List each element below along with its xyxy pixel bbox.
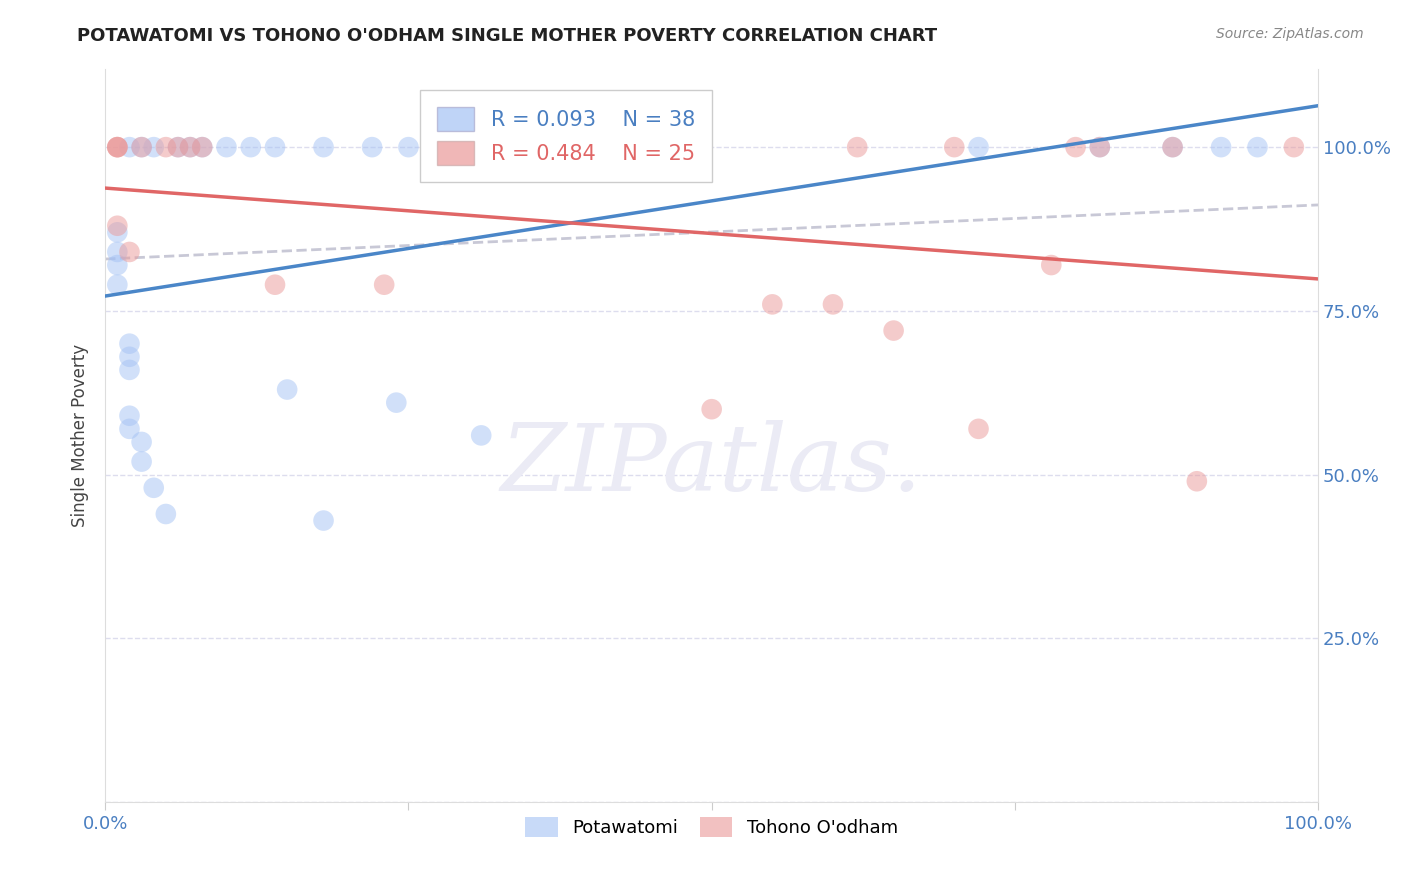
Point <box>179 140 201 154</box>
Point <box>883 324 905 338</box>
Point <box>276 383 298 397</box>
Point <box>1040 258 1063 272</box>
Point <box>167 140 190 154</box>
Point <box>373 277 395 292</box>
Point <box>131 454 153 468</box>
Point <box>105 244 128 259</box>
Point <box>131 434 153 449</box>
Point <box>592 140 614 154</box>
Point <box>105 140 128 154</box>
Point <box>821 297 844 311</box>
Point <box>155 507 177 521</box>
Y-axis label: Single Mother Poverty: Single Mother Poverty <box>72 343 89 527</box>
Point <box>312 514 335 528</box>
Point <box>239 140 262 154</box>
Legend: Potawatomi, Tohono O'odham: Potawatomi, Tohono O'odham <box>519 810 905 845</box>
Point <box>105 140 128 154</box>
Point <box>422 140 444 154</box>
Point <box>105 219 128 233</box>
Point <box>118 140 141 154</box>
Point <box>1088 140 1111 154</box>
Point <box>191 140 214 154</box>
Point <box>470 428 492 442</box>
Point <box>142 140 165 154</box>
Point <box>191 140 214 154</box>
Point <box>118 409 141 423</box>
Text: POTAWATOMI VS TOHONO O'ODHAM SINGLE MOTHER POVERTY CORRELATION CHART: POTAWATOMI VS TOHONO O'ODHAM SINGLE MOTH… <box>77 27 938 45</box>
Point <box>1185 475 1208 489</box>
Point <box>700 402 723 417</box>
Point <box>215 140 238 154</box>
Point <box>118 363 141 377</box>
Point <box>131 140 153 154</box>
Point <box>167 140 190 154</box>
Point <box>1246 140 1268 154</box>
Point <box>385 395 408 409</box>
Point <box>1282 140 1305 154</box>
Point <box>616 140 638 154</box>
Point <box>1064 140 1087 154</box>
Point <box>118 336 141 351</box>
Text: Source: ZipAtlas.com: Source: ZipAtlas.com <box>1216 27 1364 41</box>
Point <box>118 422 141 436</box>
Point <box>967 422 990 436</box>
Point <box>118 244 141 259</box>
Point <box>967 140 990 154</box>
Point <box>264 277 287 292</box>
Text: ZIPatlas.: ZIPatlas. <box>501 420 922 509</box>
Point <box>1209 140 1232 154</box>
Point <box>943 140 966 154</box>
Point <box>142 481 165 495</box>
Point <box>458 140 481 154</box>
Point <box>105 140 128 154</box>
Point <box>361 140 384 154</box>
Point <box>1161 140 1184 154</box>
Point <box>398 140 420 154</box>
Point <box>1161 140 1184 154</box>
Point <box>761 297 783 311</box>
Point <box>105 258 128 272</box>
Point <box>179 140 201 154</box>
Point <box>118 350 141 364</box>
Point <box>846 140 869 154</box>
Point <box>1088 140 1111 154</box>
Point <box>105 277 128 292</box>
Point <box>155 140 177 154</box>
Point <box>312 140 335 154</box>
Point <box>264 140 287 154</box>
Point <box>131 140 153 154</box>
Point <box>105 225 128 239</box>
